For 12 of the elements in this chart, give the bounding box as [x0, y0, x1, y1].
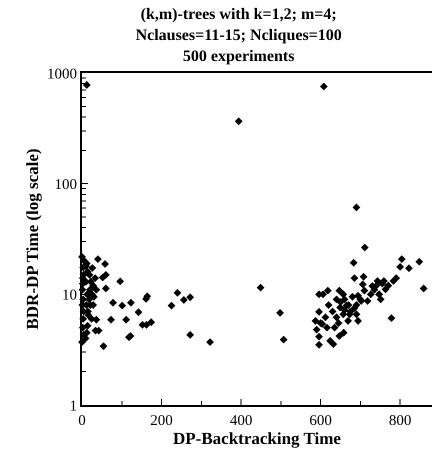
chart-title: (k,m)-trees with k=1,2; m=4; Nclauses=11-15; Ncliques=100 500 experiments [136, 6, 342, 65]
x-axis-title: DP-Backtracking Time [173, 429, 342, 448]
x-tick-label: 200 [150, 413, 173, 429]
y-tick-label: 1000 [47, 66, 77, 82]
x-tick-label: 400 [230, 413, 252, 429]
x-tick-label: 0 [78, 413, 86, 429]
y-tick-label: 100 [54, 176, 77, 193]
y-tick-label: 10 [62, 288, 77, 304]
x-tick-label: 800 [388, 413, 412, 429]
y-tick-label: 1 [70, 398, 77, 414]
y-axis-title: BDR-DP Time (log scale) [23, 148, 42, 330]
x-tick-label: 600 [309, 413, 332, 429]
